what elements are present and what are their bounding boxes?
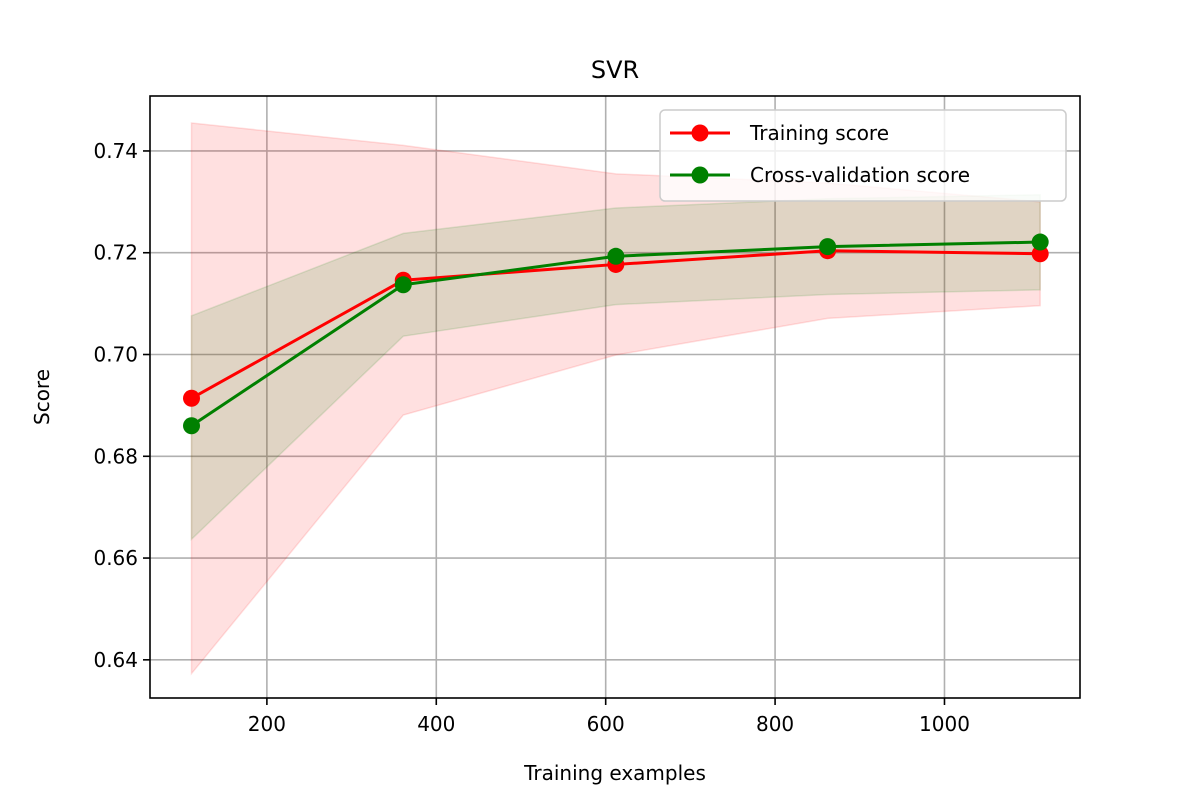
data-point: [183, 389, 201, 407]
y-tick-label: 0.72: [93, 241, 138, 265]
legend: Training score Cross-validation score: [659, 109, 1067, 202]
x-tick-label: 200: [248, 712, 286, 736]
chart-title: SVR: [591, 56, 639, 84]
legend-label: Cross-validation score: [750, 163, 970, 187]
data-point: [183, 417, 201, 435]
x-tick-label: 800: [756, 712, 794, 736]
axis-ticks: 200 400 600 800 1000 0.64 0.66 0.68 0.70 0.72 0.74: [93, 139, 969, 736]
x-axis-title: Training examples: [523, 761, 706, 785]
legend-label: Training score: [749, 121, 889, 145]
y-axis-title: Score: [30, 369, 54, 425]
data-point: [607, 247, 625, 265]
x-tick-label: 400: [417, 712, 455, 736]
x-tick-label: 1000: [919, 712, 970, 736]
legend-box: [659, 109, 1067, 202]
data-point: [1031, 233, 1049, 251]
y-tick-label: 0.70: [93, 343, 138, 367]
y-tick-label: 0.74: [93, 139, 138, 163]
data-point: [394, 276, 412, 294]
data-point: [819, 238, 837, 256]
plot-area-frame: [149, 95, 1081, 699]
x-tick-label: 600: [587, 712, 625, 736]
legend-swatch-marker: [691, 166, 709, 184]
data-point: [1031, 245, 1049, 263]
series-lines: [183, 233, 1049, 435]
y-tick-label: 0.64: [93, 648, 138, 672]
legend-swatch-marker: [691, 124, 709, 142]
y-tick-label: 0.68: [93, 444, 138, 468]
y-tick-label: 0.66: [93, 546, 138, 570]
confidence-band-0: [190, 122, 1041, 676]
